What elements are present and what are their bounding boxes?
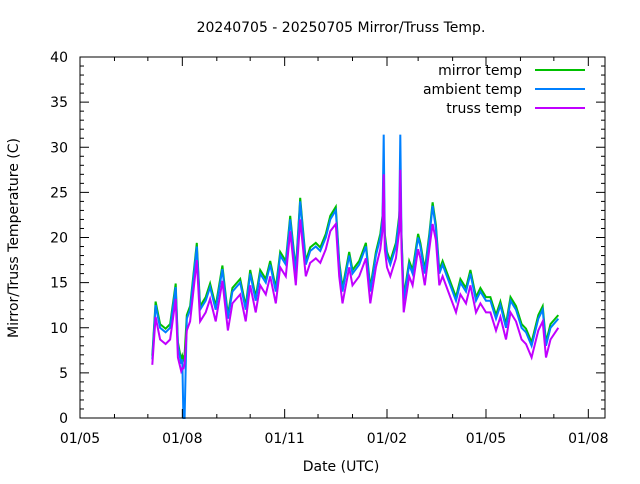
y-tick-label: 35: [50, 95, 68, 111]
y-tick-label: 0: [59, 411, 68, 427]
y-tick-label: 20: [50, 231, 68, 247]
x-tick-label: 01/08: [568, 431, 608, 447]
axes-layer: 0 5 10 15 20 25 30 35 40 01/05 01/08 01/11 01/02 01/0…: [50, 50, 608, 447]
y-tick-label: 30: [50, 140, 68, 156]
x-tick-label: 01/02: [367, 431, 407, 447]
series-line-ambient-temp: [151, 134, 560, 419]
series-layer: [151, 134, 560, 419]
y-axis-label: Mirror/Truss Temperature (C): [6, 138, 22, 338]
y-tick-label: 10: [50, 321, 68, 337]
y-tick-label: 15: [50, 276, 68, 292]
legend-label: mirror temp: [438, 63, 522, 79]
x-tick-label: 01/08: [162, 431, 202, 447]
x-tick-label: 01/11: [264, 431, 304, 447]
x-axis-label: Date (UTC): [303, 459, 380, 475]
plot-frame: [79, 56, 606, 419]
x-tick-label: 01/05: [60, 431, 100, 447]
y-tick-label: 40: [50, 50, 68, 66]
series-line-truss-temp: [151, 169, 560, 375]
x-tick-label: 01/05: [466, 431, 506, 447]
series-line-mirror-temp: [151, 183, 560, 363]
y-tick-label: 25: [50, 185, 68, 201]
chart-title: 20240705 - 20250705 Mirror/Truss Temp.: [197, 20, 486, 36]
y-tick-label: 5: [59, 366, 68, 382]
legend: mirror temp ambient temp truss temp: [423, 63, 585, 117]
legend-label: ambient temp: [423, 82, 522, 98]
legend-label: truss temp: [446, 101, 522, 117]
